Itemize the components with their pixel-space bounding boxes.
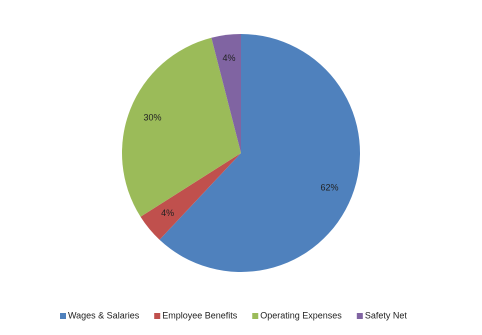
legend-swatch — [60, 313, 66, 319]
legend-label: Employee Benefits — [162, 310, 238, 320]
legend-swatch — [356, 313, 363, 319]
legend-swatch — [252, 313, 259, 319]
pie-slice — [140, 153, 241, 240]
pie-slice — [121, 37, 241, 217]
pie-slice — [211, 34, 241, 153]
data-label: 4% — [223, 53, 236, 63]
data-label: 62% — [321, 182, 339, 192]
legend-label: Wages & Salaries — [68, 310, 140, 320]
data-label: 4% — [161, 208, 174, 218]
legend-swatch — [154, 313, 161, 319]
data-label: 30% — [143, 112, 161, 122]
legend-label: Operating Expenses — [260, 310, 342, 320]
legend-label: Safety Net — [365, 310, 408, 320]
pie-slice — [159, 34, 360, 272]
